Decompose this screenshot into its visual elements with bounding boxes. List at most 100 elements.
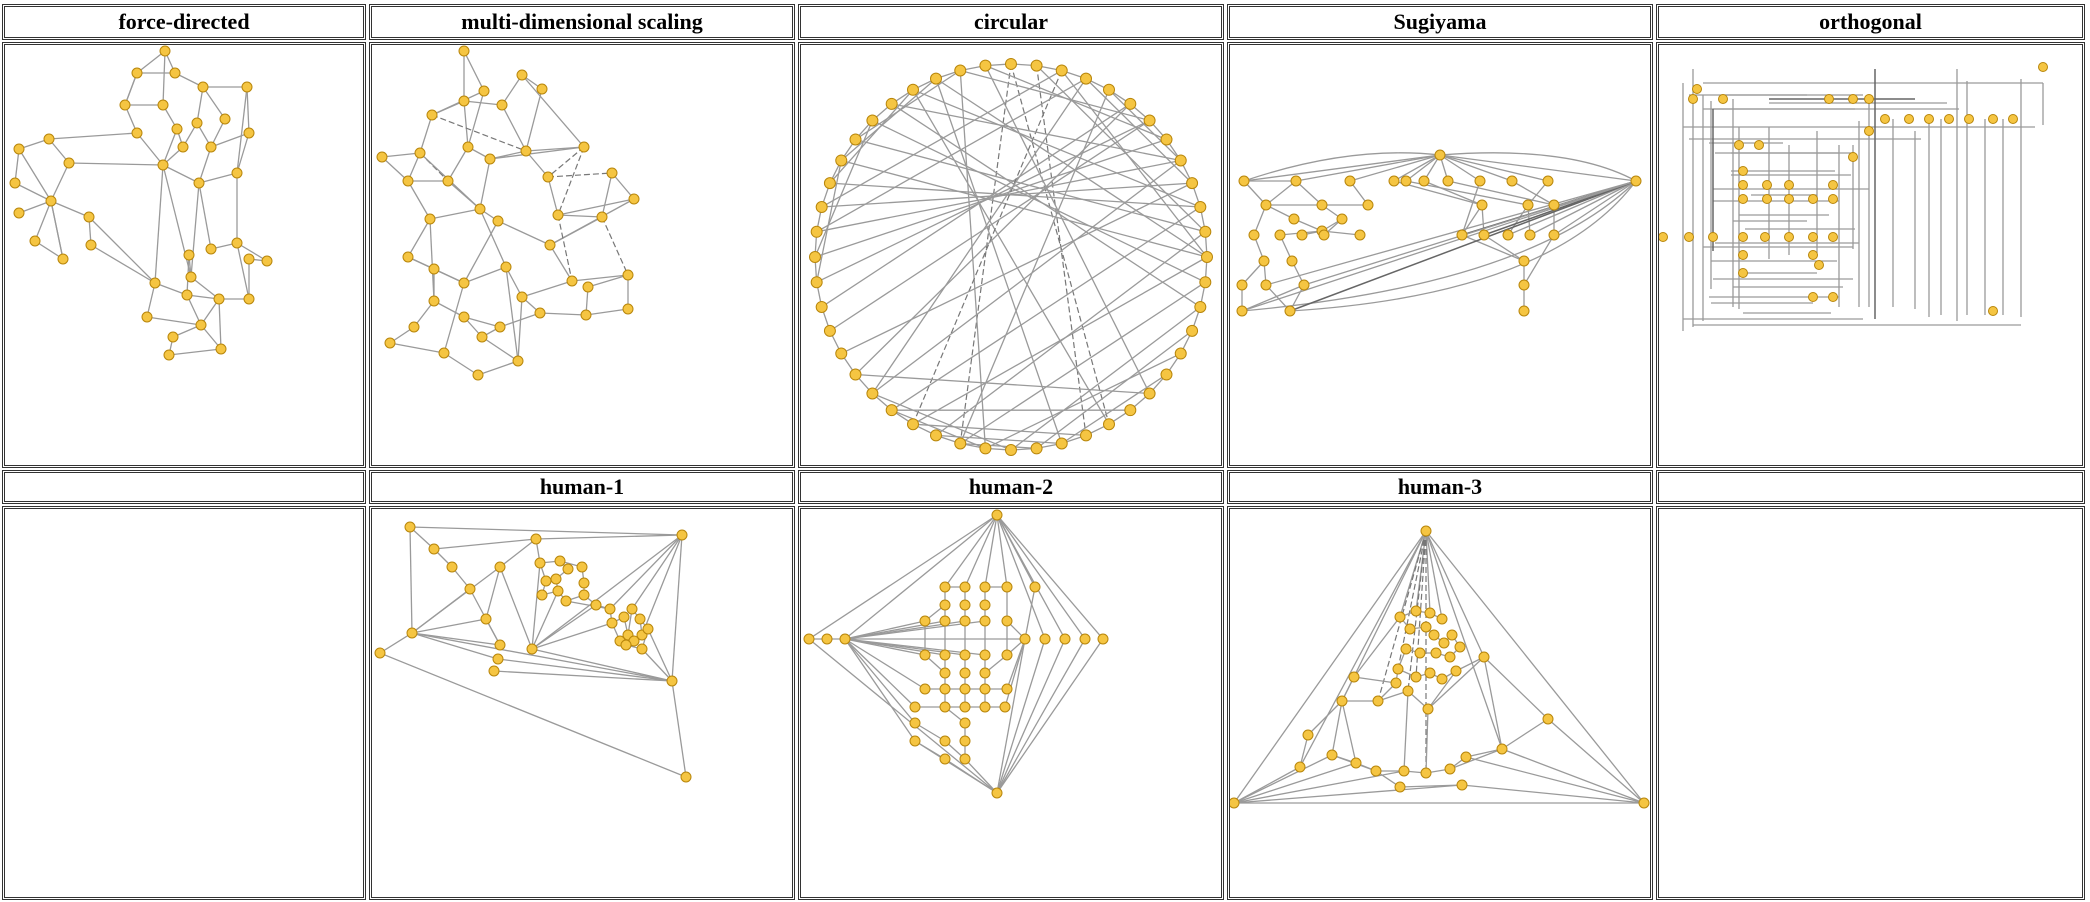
orthogonal-node bbox=[1988, 306, 1998, 316]
mds-node bbox=[628, 193, 640, 205]
mds-edge bbox=[447, 146, 469, 182]
sugiyama-node bbox=[1316, 199, 1328, 211]
force-directed-edge bbox=[50, 162, 70, 202]
orthogonal-node bbox=[2008, 114, 2018, 124]
human-3-node bbox=[1372, 695, 1384, 707]
orthogonal-node bbox=[1784, 194, 1794, 204]
panel-title-empty-left bbox=[2, 470, 366, 504]
mds-node bbox=[496, 99, 508, 111]
sugiyama-node bbox=[1478, 229, 1490, 241]
force-directed-edge bbox=[14, 182, 52, 202]
graph-orthogonal bbox=[1659, 62, 2048, 331]
sugiyama-edge bbox=[1303, 180, 1637, 286]
human-3-edge bbox=[1427, 656, 1485, 710]
human-1-node bbox=[680, 771, 692, 783]
human-3-edge bbox=[1341, 700, 1357, 764]
mds-edge bbox=[571, 274, 629, 282]
circular-edge bbox=[871, 78, 1087, 394]
sugiyama-node bbox=[1290, 175, 1302, 187]
human-2-edge bbox=[996, 514, 1066, 640]
circular-node bbox=[885, 404, 898, 417]
mds-node bbox=[424, 213, 436, 225]
force-directed-node bbox=[231, 237, 243, 249]
human-3-node bbox=[1230, 797, 1240, 809]
mds-edge bbox=[549, 216, 603, 246]
human-2-node bbox=[821, 633, 833, 645]
circular-edge bbox=[935, 78, 1063, 444]
force-directed-node bbox=[181, 289, 193, 301]
panel-mds bbox=[369, 42, 795, 468]
force-directed-edge bbox=[162, 50, 166, 106]
sugiyama-node bbox=[1260, 279, 1272, 291]
mds-edge bbox=[419, 114, 433, 154]
human-3-node bbox=[1350, 757, 1362, 769]
circular-node bbox=[1194, 201, 1207, 214]
panel-title-human-1: human-1 bbox=[369, 470, 795, 504]
mds-node bbox=[520, 145, 532, 157]
orthogonal-node bbox=[1784, 232, 1794, 242]
human-3-node bbox=[1454, 641, 1466, 653]
human-1-edge bbox=[499, 566, 533, 650]
human-2-node bbox=[1097, 633, 1109, 645]
force-directed-node bbox=[83, 211, 95, 223]
human-3-node bbox=[1444, 651, 1456, 663]
human-1-edge bbox=[411, 632, 501, 646]
circular-edge bbox=[855, 373, 1150, 395]
sugiyama-node bbox=[1502, 229, 1514, 241]
sugiyama-node bbox=[1354, 229, 1366, 241]
human-2-node bbox=[979, 581, 991, 593]
human-2-node bbox=[979, 667, 991, 679]
mds-node bbox=[458, 277, 470, 289]
human-2-node bbox=[909, 735, 921, 747]
mds-edge bbox=[419, 152, 449, 182]
mds-edge bbox=[557, 198, 635, 216]
human-1-node bbox=[494, 639, 506, 651]
human-1-node bbox=[480, 613, 492, 625]
panel-title-empty-right bbox=[1656, 470, 2085, 504]
orthogonal-node bbox=[1880, 114, 1890, 124]
mds-edge bbox=[549, 244, 573, 282]
panel-empty-left bbox=[2, 506, 366, 900]
human-3-edge bbox=[1465, 756, 1645, 804]
sugiyama-node bbox=[1318, 229, 1330, 241]
mds-node bbox=[500, 261, 512, 273]
human-1-edge bbox=[379, 632, 413, 654]
sugiyama-node bbox=[1400, 175, 1412, 187]
force-directed-edge bbox=[68, 162, 164, 166]
human-3-edge bbox=[1353, 676, 1397, 684]
circular-node bbox=[1030, 59, 1043, 72]
circular-node bbox=[866, 387, 879, 400]
graph-sugiyama bbox=[1236, 149, 1642, 317]
sugiyama-node bbox=[1548, 199, 1560, 211]
orthogonal-node bbox=[1864, 126, 1874, 136]
panel-human-3 bbox=[1227, 506, 1653, 900]
circular-node bbox=[954, 437, 967, 450]
human-1-edge bbox=[409, 526, 683, 536]
mds-edge bbox=[557, 146, 585, 216]
circular-edge bbox=[985, 64, 1167, 141]
force-directed-node bbox=[261, 255, 273, 267]
human-1-node bbox=[606, 617, 618, 629]
sugiyama-node bbox=[1336, 213, 1348, 225]
sugiyama-node bbox=[1286, 255, 1298, 267]
human-3-node bbox=[1428, 629, 1440, 641]
force-directed-edge bbox=[168, 348, 222, 356]
force-directed-edge bbox=[162, 164, 192, 278]
force-directed-node bbox=[191, 117, 203, 129]
circular-edge bbox=[814, 120, 874, 258]
human-1-node bbox=[446, 561, 458, 573]
force-directed-node bbox=[163, 349, 175, 361]
panel-human-1 bbox=[369, 506, 795, 900]
mds-node bbox=[512, 355, 524, 367]
sugiyama-node bbox=[1518, 279, 1530, 291]
force-directed-edge bbox=[136, 50, 166, 74]
human-1-node bbox=[526, 643, 538, 655]
circular-edge bbox=[816, 78, 1087, 233]
mds-edge bbox=[407, 180, 431, 220]
mds-edge bbox=[611, 172, 635, 200]
circular-edge bbox=[935, 231, 1206, 436]
sugiyama-node bbox=[1434, 149, 1446, 161]
sugiyama-node bbox=[1418, 175, 1430, 187]
circular-node bbox=[1103, 418, 1115, 431]
force-directed-edge bbox=[14, 148, 20, 184]
